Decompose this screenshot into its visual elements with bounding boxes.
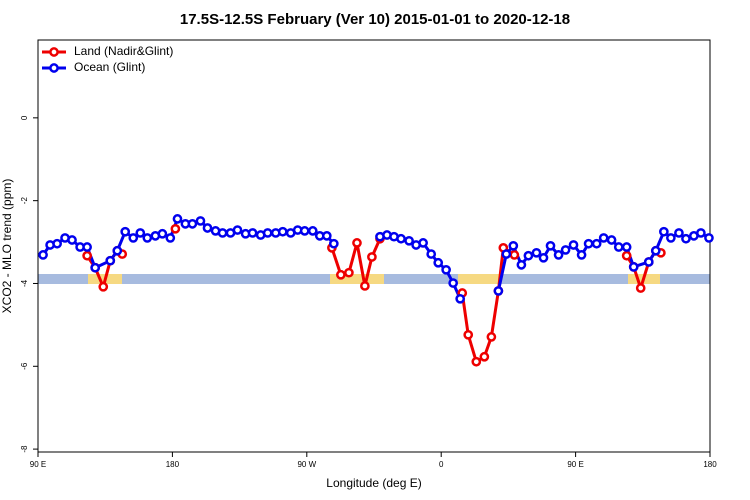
data-point <box>441 264 451 275</box>
x-tick-label: 90 W <box>297 460 316 469</box>
data-point <box>367 252 377 262</box>
data-point <box>299 226 310 236</box>
data-point <box>157 228 168 239</box>
data-point <box>643 257 654 267</box>
data-point <box>696 228 706 238</box>
data-point <box>335 269 346 280</box>
legend-marker <box>49 47 59 57</box>
data-point <box>90 262 101 273</box>
data-point <box>232 225 243 235</box>
data-point <box>82 242 92 252</box>
data-point <box>165 233 176 243</box>
data-point <box>568 240 579 250</box>
data-point <box>142 233 153 243</box>
data-point <box>576 250 587 260</box>
x-tick-label: 90 E <box>567 460 583 469</box>
data-point <box>217 228 228 238</box>
data-point <box>170 223 181 234</box>
x-tick-label: 0 <box>439 460 444 469</box>
data-point <box>659 226 669 237</box>
legend-marker <box>49 63 59 73</box>
data-point <box>598 233 609 243</box>
data-point <box>628 262 639 272</box>
data-point <box>448 278 458 288</box>
data-point <box>344 267 354 278</box>
data-point <box>262 228 273 238</box>
data-point <box>135 228 146 238</box>
data-point <box>82 250 92 261</box>
data-point <box>560 245 571 255</box>
land-mask-strip <box>38 274 710 284</box>
data-point <box>650 245 661 256</box>
chart-title: 17.5S-12.5S February (Ver 10) 2015-01-01… <box>180 11 570 28</box>
data-point <box>404 235 414 246</box>
y-axis-label: XCO2 - MLO trend (ppm) <box>0 179 14 314</box>
data-point <box>508 240 519 251</box>
data-point <box>307 226 318 236</box>
data-point <box>545 240 556 251</box>
data-point <box>606 235 617 245</box>
plot-frame <box>37 39 711 453</box>
data-point <box>531 247 542 258</box>
y-tick-label: -4 <box>20 279 29 287</box>
data-point <box>52 238 62 249</box>
data-point <box>583 238 594 249</box>
data-point <box>463 329 474 340</box>
data-point <box>172 214 183 224</box>
data-point <box>455 293 466 304</box>
data-point <box>247 228 258 238</box>
data-point <box>538 252 549 263</box>
data-point <box>486 332 497 342</box>
data-point <box>666 233 676 243</box>
x-tick-label: 90 E <box>30 460 46 469</box>
data-point <box>120 226 131 237</box>
y-tick-label: -2 <box>20 197 29 205</box>
data-point <box>681 233 691 244</box>
data-point <box>418 238 428 248</box>
data-point <box>635 283 646 293</box>
data-point <box>501 249 512 259</box>
data-point <box>328 238 339 249</box>
data-point <box>613 242 624 252</box>
data-point <box>277 226 288 237</box>
data-point <box>98 281 109 292</box>
data-point <box>67 235 77 245</box>
data-point <box>112 245 123 256</box>
legend-label: Land (Nadir&Glint) <box>74 44 173 58</box>
data-point <box>321 231 332 241</box>
data-point <box>433 257 444 268</box>
data-point <box>674 228 684 238</box>
data-point <box>195 216 206 226</box>
data-point <box>704 233 714 243</box>
data-point <box>479 351 490 362</box>
x-tick-label: 180 <box>166 460 180 469</box>
y-tick-label: -8 <box>20 445 29 453</box>
data-point <box>523 250 534 261</box>
land-strip <box>458 274 500 284</box>
data-point <box>396 233 406 244</box>
data-point <box>493 286 504 296</box>
x-tick-label: 180 <box>703 460 717 469</box>
data-point <box>128 233 139 243</box>
data-point <box>509 250 520 260</box>
data-point <box>426 249 437 259</box>
data-point <box>105 255 116 266</box>
data-point <box>516 259 527 270</box>
data-point <box>553 250 564 260</box>
y-tick-label: -6 <box>20 362 29 370</box>
land-strip <box>330 274 384 284</box>
data-point <box>352 238 362 248</box>
data-point <box>591 238 602 249</box>
legend-label: Ocean (Glint) <box>74 60 145 74</box>
data-point <box>471 356 482 367</box>
data-point <box>360 281 370 291</box>
x-axis-label: Longitude (deg E) <box>326 476 421 490</box>
data-point <box>621 242 632 252</box>
data-point <box>187 218 198 229</box>
data-point <box>202 223 213 233</box>
y-tick-label: 0 <box>20 115 29 120</box>
data-point <box>38 250 48 260</box>
data-point <box>621 250 632 261</box>
